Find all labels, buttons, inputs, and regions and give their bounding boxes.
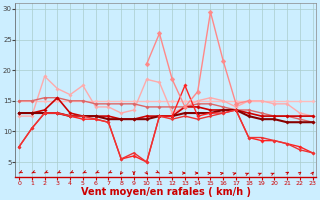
X-axis label: Vent moyen/en rafales ( km/h ): Vent moyen/en rafales ( km/h ) — [81, 187, 251, 197]
